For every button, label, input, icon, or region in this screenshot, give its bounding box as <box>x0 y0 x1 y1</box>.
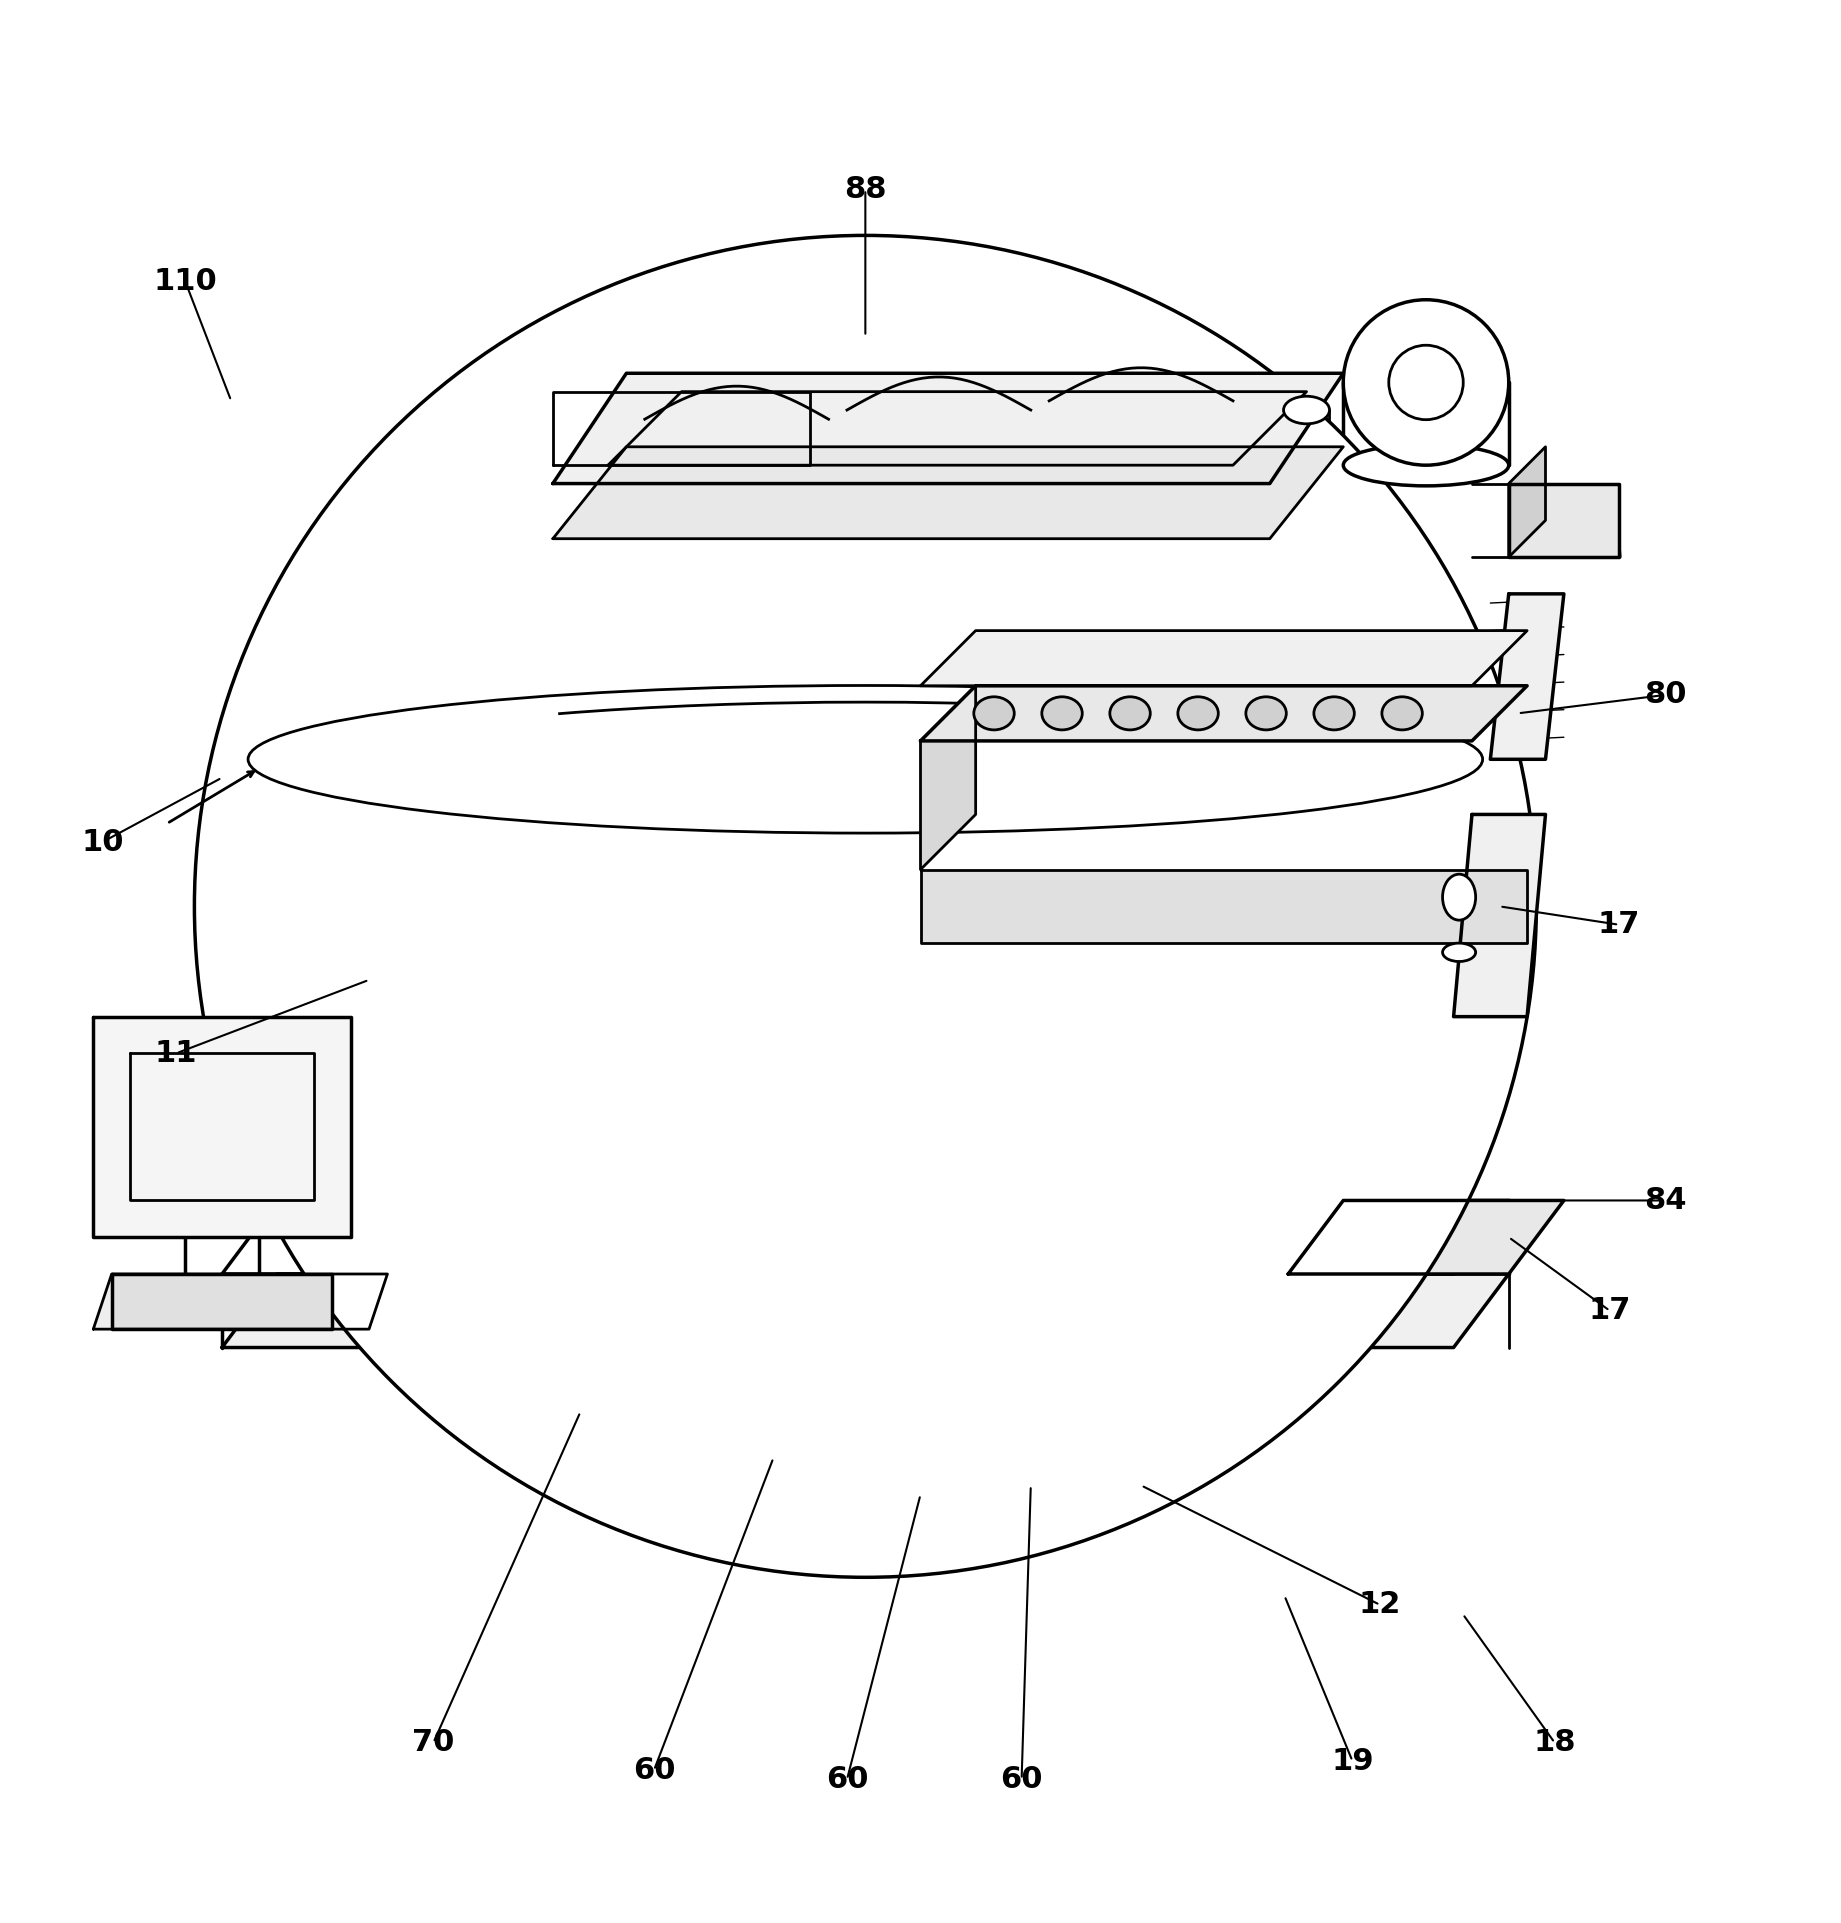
Ellipse shape <box>974 696 1014 731</box>
Polygon shape <box>920 687 976 869</box>
Polygon shape <box>223 1200 1510 1275</box>
Polygon shape <box>1289 1200 1563 1275</box>
Text: 84: 84 <box>1644 1186 1686 1215</box>
Text: 70: 70 <box>412 1729 455 1758</box>
Polygon shape <box>1454 815 1545 1017</box>
Circle shape <box>195 235 1535 1577</box>
Text: 110: 110 <box>153 267 217 296</box>
Polygon shape <box>94 1017 350 1236</box>
Ellipse shape <box>1110 696 1151 731</box>
Polygon shape <box>1510 446 1545 558</box>
Ellipse shape <box>1443 942 1476 962</box>
Polygon shape <box>223 1275 1510 1348</box>
Text: 12: 12 <box>1359 1590 1401 1619</box>
Ellipse shape <box>1383 696 1423 731</box>
Polygon shape <box>552 373 1344 483</box>
Ellipse shape <box>1042 696 1083 731</box>
Circle shape <box>1388 346 1464 419</box>
Polygon shape <box>920 869 1528 942</box>
Polygon shape <box>112 1275 331 1329</box>
Polygon shape <box>920 687 1528 740</box>
Ellipse shape <box>1246 696 1287 731</box>
Text: 60: 60 <box>827 1765 869 1794</box>
Text: 11: 11 <box>155 1038 197 1067</box>
Ellipse shape <box>1283 396 1329 423</box>
Polygon shape <box>1510 483 1618 558</box>
Text: 88: 88 <box>845 175 887 204</box>
Text: 17: 17 <box>1598 910 1640 938</box>
Ellipse shape <box>1443 875 1476 919</box>
Ellipse shape <box>1344 444 1510 487</box>
Polygon shape <box>1491 594 1563 760</box>
Text: 17: 17 <box>1589 1296 1631 1325</box>
Ellipse shape <box>1178 696 1219 731</box>
Text: 19: 19 <box>1331 1746 1373 1775</box>
Polygon shape <box>94 1275 387 1329</box>
Text: 80: 80 <box>1644 681 1686 710</box>
Ellipse shape <box>1314 696 1355 731</box>
Circle shape <box>1344 300 1510 465</box>
Text: 60: 60 <box>633 1756 676 1785</box>
Text: 18: 18 <box>1534 1729 1576 1758</box>
Polygon shape <box>552 446 1344 538</box>
Text: 60: 60 <box>1000 1765 1042 1794</box>
Text: 10: 10 <box>81 827 123 856</box>
Polygon shape <box>920 631 1528 687</box>
